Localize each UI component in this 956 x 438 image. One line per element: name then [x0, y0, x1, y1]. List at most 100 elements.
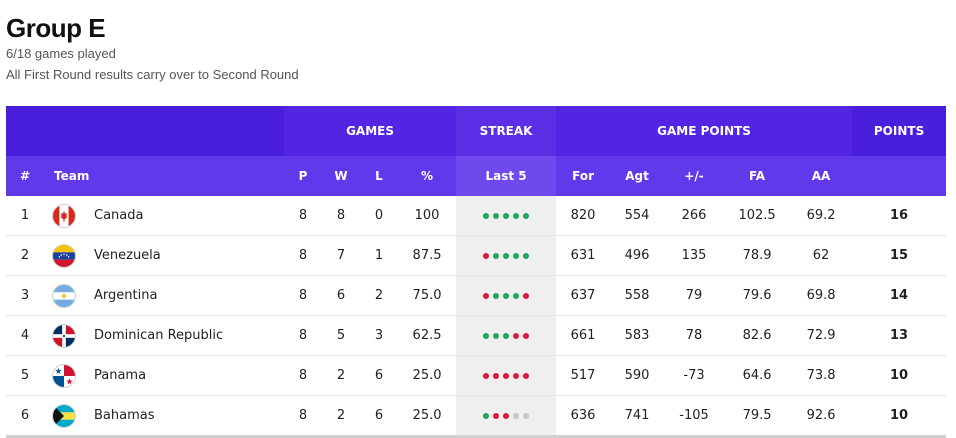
team-name-link[interactable]: Bahamas: [94, 408, 155, 423]
panama-flag-icon: [52, 363, 76, 388]
column-header-l[interactable]: L: [360, 156, 398, 196]
rank-cell: 3: [6, 275, 44, 316]
losses-cell: 3: [360, 315, 398, 356]
point-diff-cell: -105: [664, 395, 725, 438]
point-diff-cell: 135: [664, 235, 725, 276]
win-dot-icon: [523, 253, 530, 259]
team-cell[interactable]: Bahamas: [44, 395, 284, 438]
streak-cell: [456, 196, 557, 236]
last5-dots: [483, 373, 530, 379]
rank-cell: 4: [6, 315, 44, 356]
group-header-points[interactable]: POINTS: [852, 106, 947, 156]
group-header-games: GAMES: [284, 106, 457, 156]
column-header-for[interactable]: For: [556, 156, 611, 196]
win-dot-icon: [513, 253, 520, 259]
column-header-aa[interactable]: AA: [790, 156, 853, 196]
column-header-agt[interactable]: Agt: [610, 156, 665, 196]
played-cell: 8: [284, 315, 322, 356]
group-header-game-points: GAME POINTS: [556, 106, 853, 156]
point-diff-cell: -73: [664, 355, 725, 396]
column-header-plus-minus[interactable]: +/-: [664, 156, 725, 196]
rank-cell: 2: [6, 235, 44, 276]
table-row[interactable]: 3 Argentina 8 6 2 75.0 637 558 79 79.6 69.8 14: [6, 275, 947, 316]
points-cell: 13: [852, 315, 947, 356]
aa-cell: 72.9: [790, 315, 853, 356]
table-row[interactable]: 1 Canada 8 8 0 100 820 554 266 102.5 69.2 16: [6, 196, 947, 236]
win-dot-icon: [493, 253, 500, 259]
loss-dot-icon: [483, 253, 490, 259]
standings-body: 1 Canada 8 8 0 100 820 554 266 102.5 69.2 16 2 Venezu…: [6, 196, 947, 438]
losses-cell: 2: [360, 275, 398, 316]
table-row[interactable]: 5 Panama 8 2 6 25.0 517 590 -73 64.6 73.8 10: [6, 355, 947, 396]
last5-dots: [483, 213, 530, 219]
wins-cell: 2: [322, 395, 360, 438]
win-pct-cell: 87.5: [398, 235, 457, 276]
team-name-link[interactable]: Panama: [94, 368, 147, 383]
column-header-pct[interactable]: %: [398, 156, 457, 196]
win-pct-cell: 100: [398, 196, 457, 236]
rank-cell: 5: [6, 355, 44, 396]
column-header-rank[interactable]: #: [6, 156, 44, 196]
win-dot-icon: [503, 213, 510, 219]
played-cell: 8: [284, 275, 322, 316]
win-dot-icon: [503, 293, 510, 299]
column-header-last5: Last 5: [456, 156, 557, 196]
loss-dot-icon: [503, 373, 510, 379]
loss-dot-icon: [483, 293, 490, 299]
loss-dot-icon: [493, 413, 500, 419]
bahamas-flag-icon: [52, 403, 76, 428]
wins-cell: 5: [322, 315, 360, 356]
group-header-blank: [6, 106, 284, 156]
fa-cell: 78.9: [724, 235, 791, 276]
win-dot-icon: [503, 253, 510, 259]
win-pct-cell: 25.0: [398, 355, 457, 396]
team-cell[interactable]: Canada: [44, 196, 284, 236]
fa-cell: 79.6: [724, 275, 791, 316]
loss-dot-icon: [503, 413, 510, 419]
played-cell: 8: [284, 235, 322, 276]
points-cell: 10: [852, 395, 947, 438]
team-cell[interactable]: Venezuela: [44, 235, 284, 276]
points-for-cell: 661: [556, 315, 611, 356]
column-header-fa[interactable]: FA: [724, 156, 791, 196]
losses-cell: 0: [360, 196, 398, 236]
win-dot-icon: [523, 213, 530, 219]
unplayed-dot-icon: [513, 413, 520, 419]
page-title: Group E: [6, 13, 106, 43]
points-for-cell: 517: [556, 355, 611, 396]
win-dot-icon: [503, 333, 510, 339]
table-row[interactable]: 2 Venezuela 8 7 1 87.5 631 496 135 78.9 62 15: [6, 235, 947, 276]
win-pct-cell: 25.0: [398, 395, 457, 438]
win-dot-icon: [513, 293, 520, 299]
points-for-cell: 631: [556, 235, 611, 276]
group-header-streak: STREAK: [456, 106, 557, 156]
table-row[interactable]: 4 Dominican Republic 8 5 3 62.5 661 583 78 82.6 72…: [6, 315, 947, 356]
group-header-row: GAMES STREAK GAME POINTS POINTS: [6, 106, 947, 156]
wins-cell: 2: [322, 355, 360, 396]
points-against-cell: 590: [610, 355, 665, 396]
column-header-w[interactable]: W: [322, 156, 360, 196]
unplayed-dot-icon: [523, 413, 530, 419]
win-dot-icon: [483, 413, 490, 419]
points-against-cell: 558: [610, 275, 665, 316]
point-diff-cell: 78: [664, 315, 725, 356]
team-cell[interactable]: Panama: [44, 355, 284, 396]
rank-cell: 1: [6, 196, 44, 236]
team-name-link[interactable]: Argentina: [94, 288, 158, 303]
win-pct-cell: 75.0: [398, 275, 457, 316]
fa-cell: 64.6: [724, 355, 791, 396]
standings-table: GAMES STREAK GAME POINTS POINTS # Team P…: [6, 106, 947, 438]
team-cell[interactable]: Dominican Republic: [44, 315, 284, 356]
team-name-link[interactable]: Canada: [94, 208, 144, 223]
fa-cell: 102.5: [724, 196, 791, 236]
team-cell[interactable]: Argentina: [44, 275, 284, 316]
points-cell: 15: [852, 235, 947, 276]
points-against-cell: 583: [610, 315, 665, 356]
team-name-link[interactable]: Dominican Republic: [94, 328, 224, 343]
column-header-points[interactable]: [852, 156, 947, 196]
losses-cell: 6: [360, 355, 398, 396]
team-name-link[interactable]: Venezuela: [94, 248, 161, 263]
column-header-team[interactable]: Team: [44, 156, 284, 196]
table-row[interactable]: 6 Bahamas 8 2 6 25.0 636 741 -105 79.5 92.6 10: [6, 395, 947, 438]
column-header-p[interactable]: P: [284, 156, 322, 196]
